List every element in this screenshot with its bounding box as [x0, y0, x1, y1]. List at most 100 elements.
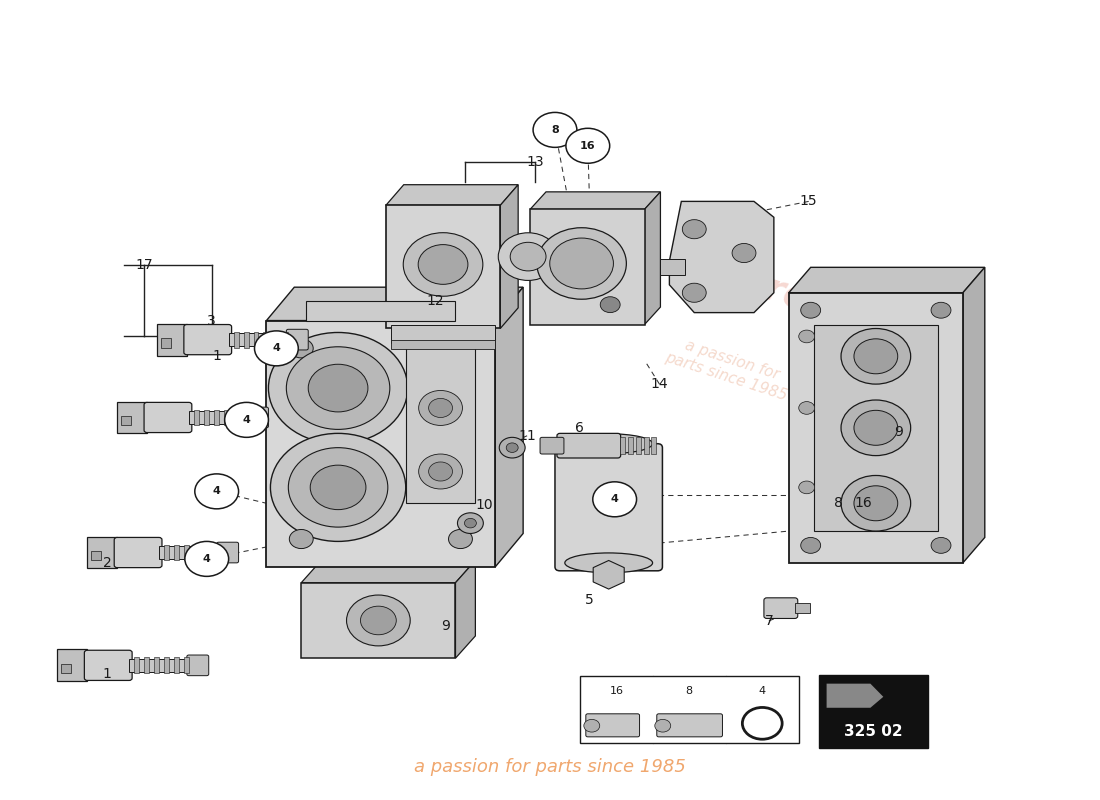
- Circle shape: [537, 228, 626, 299]
- Text: europcars: europcars: [708, 253, 928, 357]
- Circle shape: [185, 542, 229, 576]
- Polygon shape: [826, 684, 883, 708]
- Text: 8: 8: [551, 125, 559, 135]
- FancyBboxPatch shape: [118, 402, 147, 434]
- Text: 4: 4: [202, 554, 211, 564]
- Circle shape: [310, 465, 366, 510]
- Circle shape: [733, 243, 756, 262]
- Bar: [213, 545, 219, 561]
- Text: 4: 4: [273, 343, 280, 354]
- Circle shape: [799, 481, 815, 494]
- Text: 6: 6: [575, 421, 584, 435]
- Bar: [243, 332, 249, 347]
- FancyBboxPatch shape: [246, 407, 268, 428]
- FancyBboxPatch shape: [763, 598, 798, 618]
- FancyBboxPatch shape: [85, 650, 132, 681]
- Bar: [274, 332, 278, 347]
- Text: 10: 10: [475, 498, 493, 512]
- Circle shape: [289, 339, 314, 358]
- Bar: [154, 658, 160, 674]
- Bar: [164, 545, 169, 561]
- FancyBboxPatch shape: [540, 438, 564, 454]
- Circle shape: [799, 402, 815, 414]
- FancyBboxPatch shape: [157, 324, 187, 355]
- Ellipse shape: [564, 434, 652, 454]
- FancyBboxPatch shape: [57, 650, 87, 682]
- Polygon shape: [500, 185, 518, 329]
- Bar: [144, 658, 148, 674]
- Text: 5: 5: [585, 594, 594, 607]
- Polygon shape: [789, 267, 984, 293]
- Text: 4: 4: [243, 415, 251, 425]
- Text: 9: 9: [894, 425, 903, 438]
- Text: 4: 4: [212, 486, 221, 496]
- Circle shape: [458, 513, 483, 534]
- Text: 1: 1: [102, 667, 112, 681]
- Circle shape: [565, 128, 609, 163]
- Circle shape: [842, 400, 911, 456]
- Text: 16: 16: [609, 686, 624, 695]
- Circle shape: [742, 707, 782, 739]
- Text: 4: 4: [759, 686, 766, 695]
- Circle shape: [506, 443, 518, 453]
- Text: 1: 1: [212, 350, 221, 363]
- Circle shape: [271, 434, 406, 542]
- Circle shape: [464, 518, 476, 528]
- Bar: [253, 332, 258, 347]
- Bar: [174, 658, 179, 674]
- Circle shape: [498, 233, 558, 281]
- Circle shape: [449, 530, 472, 549]
- Bar: [660, 259, 685, 275]
- Bar: [644, 438, 649, 454]
- Bar: [223, 410, 229, 426]
- Bar: [243, 410, 249, 426]
- Bar: [580, 676, 799, 743]
- Bar: [204, 545, 209, 561]
- Text: 12: 12: [427, 294, 444, 308]
- Polygon shape: [670, 202, 774, 313]
- Text: 16: 16: [855, 496, 872, 510]
- Bar: [204, 410, 209, 426]
- Polygon shape: [593, 561, 624, 589]
- Bar: [213, 410, 219, 426]
- Circle shape: [801, 302, 821, 318]
- Polygon shape: [455, 561, 475, 658]
- Circle shape: [254, 331, 298, 366]
- Bar: [160, 546, 223, 559]
- Polygon shape: [386, 185, 518, 206]
- Bar: [121, 416, 131, 426]
- Circle shape: [854, 410, 898, 446]
- Polygon shape: [645, 192, 660, 325]
- Bar: [386, 206, 500, 329]
- Bar: [301, 582, 455, 658]
- Bar: [62, 664, 72, 674]
- FancyBboxPatch shape: [187, 655, 209, 676]
- Bar: [651, 438, 657, 454]
- Circle shape: [682, 220, 706, 238]
- Bar: [636, 438, 640, 454]
- Polygon shape: [530, 192, 660, 210]
- Bar: [161, 338, 170, 347]
- Text: 2: 2: [103, 556, 111, 570]
- Circle shape: [289, 530, 314, 549]
- Text: 15: 15: [800, 194, 817, 208]
- Text: a passion for parts since 1985: a passion for parts since 1985: [414, 758, 686, 776]
- Circle shape: [404, 233, 483, 296]
- Circle shape: [682, 283, 706, 302]
- Bar: [628, 438, 632, 454]
- Bar: [619, 438, 625, 454]
- Circle shape: [854, 486, 898, 521]
- Circle shape: [429, 398, 452, 418]
- Circle shape: [801, 538, 821, 554]
- Bar: [530, 210, 645, 325]
- Bar: [174, 545, 179, 561]
- FancyBboxPatch shape: [286, 330, 308, 350]
- Circle shape: [654, 719, 671, 732]
- FancyBboxPatch shape: [557, 434, 620, 458]
- Bar: [194, 545, 199, 561]
- Bar: [134, 658, 139, 674]
- Circle shape: [286, 346, 389, 430]
- Circle shape: [601, 297, 620, 313]
- Text: 325 02: 325 02: [844, 724, 903, 739]
- Text: 13: 13: [526, 154, 543, 169]
